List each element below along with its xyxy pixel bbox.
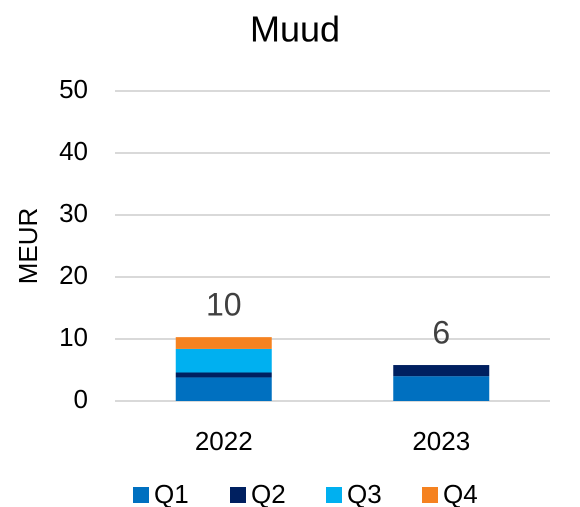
total-label: 6 — [432, 314, 450, 350]
bar-segment — [175, 372, 272, 378]
y-tick-label: 50 — [59, 74, 88, 104]
legend-label: Q1 — [154, 479, 189, 507]
x-tick-label: 2022 — [195, 426, 253, 456]
legend-swatch — [422, 487, 438, 503]
legend-label: Q3 — [347, 479, 382, 507]
bar-segment — [393, 376, 490, 401]
chart-title: Muud — [250, 9, 340, 50]
legend-label: Q2 — [251, 479, 286, 507]
x-tick-label: 2023 — [412, 426, 470, 456]
y-tick-label: 30 — [59, 198, 88, 228]
y-tick-label: 10 — [59, 322, 88, 352]
y-axis-label: MEUR — [13, 208, 43, 285]
legend-swatch — [230, 487, 246, 503]
bar-segment — [175, 377, 272, 401]
total-label: 10 — [206, 287, 242, 323]
legend-label: Q4 — [443, 479, 478, 507]
bar-segment — [393, 365, 490, 377]
legend-swatch — [133, 487, 149, 503]
y-tick-label: 40 — [59, 136, 88, 166]
y-tick-label: 0 — [74, 384, 88, 414]
legend-swatch — [326, 487, 342, 503]
bar-segment — [175, 348, 272, 373]
bar-segment — [175, 337, 272, 349]
y-tick-label: 20 — [59, 260, 88, 290]
